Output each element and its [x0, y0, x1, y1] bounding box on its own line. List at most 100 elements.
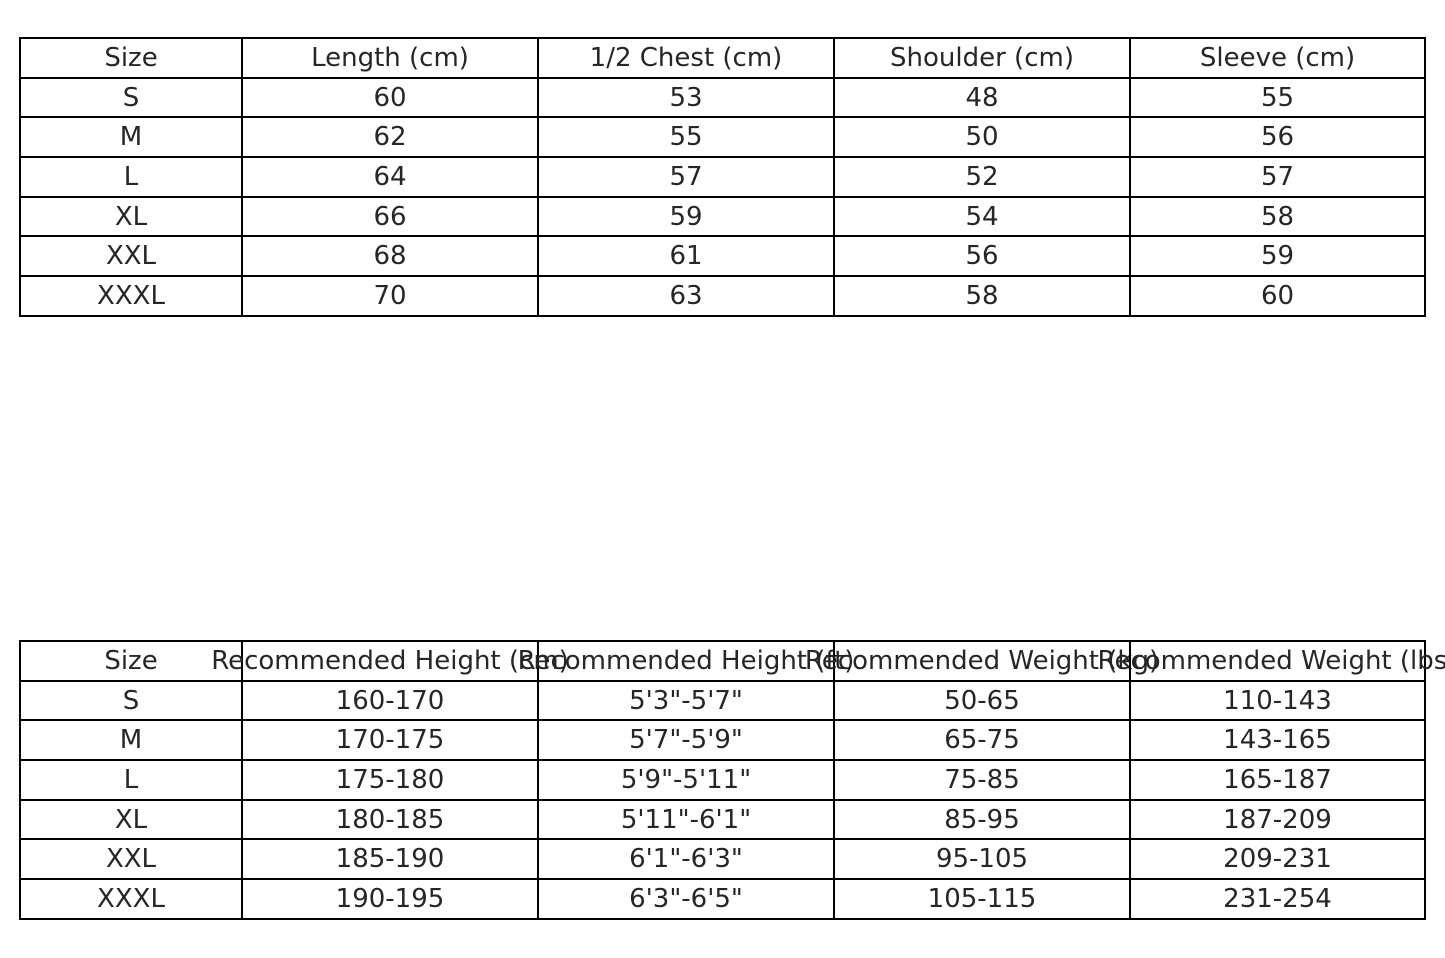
table-cell: 53 — [537, 76, 835, 119]
table-cell: 175-180 — [241, 759, 539, 801]
table-cell: 6'1"-6'3" — [537, 838, 835, 881]
cell-text: 59 — [669, 201, 703, 232]
table-cell: S — [19, 76, 243, 119]
table-cell: 66 — [241, 195, 539, 238]
table-cell: 57 — [1129, 156, 1426, 198]
column-header: Recommended Height (cm) — [211, 640, 569, 682]
cell-text: S — [122, 685, 140, 716]
cell-text: 66 — [373, 201, 407, 232]
cell-text: Recommended Weight (kg) — [804, 645, 1160, 676]
cell-text: 187-209 — [1223, 804, 1332, 835]
cell-text: 56 — [965, 241, 999, 272]
table-cell: 57 — [537, 156, 835, 198]
table-cell: 58 — [1129, 195, 1426, 238]
table-row: XL 180-185 5'11"-6'1" 85-95 187-209 — [19, 798, 1426, 841]
table-cell: 64 — [241, 156, 539, 198]
table-cell: 65-75 — [833, 719, 1131, 762]
cell-text: 57 — [1260, 161, 1295, 192]
cell-text: XL — [114, 804, 148, 835]
cell-text: 61 — [669, 241, 703, 272]
table-cell: 6'3"-6'5" — [537, 878, 835, 920]
table-cell: 59 — [1129, 235, 1426, 278]
cell-text: 5'7"-5'9" — [629, 725, 743, 756]
column-header: Recommended Height (ft) — [518, 640, 854, 682]
table-cell: 55 — [537, 116, 835, 159]
table-cell: 187-209 — [1129, 798, 1426, 841]
cell-text: 170-175 — [335, 725, 445, 756]
cell-text: 5'9"-5'11" — [620, 764, 752, 795]
table-cell: 170-175 — [241, 719, 539, 762]
cell-text: 70 — [373, 280, 407, 311]
table-cell: 68 — [241, 235, 539, 278]
table-cell: XXXL — [19, 275, 243, 317]
cell-text: 110-143 — [1223, 685, 1332, 716]
table-row: M 62 55 50 56 — [19, 116, 1426, 159]
table-cell: 75-85 — [833, 759, 1131, 801]
table-cell: 58 — [833, 275, 1131, 317]
cell-text: XL — [114, 201, 148, 232]
cell-text: 190-195 — [335, 883, 445, 914]
cell-text: Size — [104, 42, 158, 73]
table-cell: XXL — [19, 838, 243, 881]
table-cell: 95-105 — [833, 838, 1131, 881]
table-cell: 5'11"-6'1" — [537, 798, 835, 841]
column-header: Size — [19, 37, 243, 79]
table-row: XL 66 59 54 58 — [19, 195, 1426, 238]
cell-text: 1/2 Chest (cm) — [589, 42, 783, 73]
cell-text: XXXL — [97, 883, 165, 914]
cell-text: 231-254 — [1223, 883, 1332, 914]
cell-text: 62 — [373, 122, 407, 153]
cell-text: Recommended Height (cm) — [211, 645, 569, 676]
cell-text: 6'1"-6'3" — [629, 844, 743, 875]
table-cell: XL — [19, 798, 243, 841]
table-row: XXL 68 61 56 59 — [19, 235, 1426, 278]
cell-text: M — [119, 725, 143, 756]
table-cell: XXXL — [19, 878, 243, 920]
cell-text: 160-170 — [335, 685, 445, 716]
table-cell: XXL — [19, 235, 243, 278]
table-row: S 160-170 5'3"-5'7" 50-65 110-143 — [19, 679, 1426, 722]
table-cell: S — [19, 679, 243, 722]
table-cell: 5'9"-5'11" — [537, 759, 835, 801]
cell-text: 64 — [373, 161, 407, 192]
cell-text: L — [123, 161, 139, 192]
column-header: Size — [19, 640, 243, 682]
table-cell: M — [19, 719, 243, 762]
cell-text: Sleeve (cm) — [1199, 42, 1356, 73]
cell-text: Length (cm) — [311, 42, 469, 73]
table-cell: 63 — [537, 275, 835, 317]
garment-measurements-table: Size Length (cm) 1/2 Chest (cm) Shoulder (c… — [19, 37, 1426, 317]
cell-text: XXXL — [97, 280, 165, 311]
table-cell: L — [19, 759, 243, 801]
table-cell: 143-165 — [1129, 719, 1426, 762]
table-cell: 70 — [241, 275, 539, 317]
table-cell: 54 — [833, 195, 1131, 238]
cell-text: 143-165 — [1223, 725, 1332, 756]
table-cell: 165-187 — [1129, 759, 1426, 801]
table-cell: 85-95 — [833, 798, 1131, 841]
cell-text: 54 — [965, 201, 999, 232]
cell-text: 175-180 — [335, 764, 445, 795]
cell-text: Size — [104, 645, 158, 676]
header-row: Size Length (cm) 1/2 Chest (cm) Shoulder (c… — [19, 37, 1426, 79]
cell-text: 68 — [373, 241, 407, 272]
table-row: XXL 185-190 6'1"-6'3" 95-105 209-231 — [19, 838, 1426, 881]
cell-text: 55 — [669, 122, 703, 153]
table-cell: 60 — [241, 76, 539, 119]
cell-text: 53 — [669, 82, 703, 113]
table-cell: 52 — [833, 156, 1131, 198]
table-cell: 190-195 — [241, 878, 539, 920]
table-row: L 64 57 52 57 — [19, 156, 1426, 198]
cell-text: 75-85 — [944, 764, 1020, 795]
table-cell: 180-185 — [241, 798, 539, 841]
cell-text: Recommended Weight (lbs) — [1097, 645, 1445, 676]
column-header: Shoulder (cm) — [833, 37, 1131, 79]
table-cell: 62 — [241, 116, 539, 159]
cell-text: 58 — [965, 280, 999, 311]
table-cell: 50-65 — [833, 679, 1131, 722]
cell-text: 5'11"-6'1" — [620, 804, 752, 835]
table-cell: 59 — [537, 195, 835, 238]
cell-text: 185-190 — [335, 844, 445, 875]
table-cell: 56 — [1129, 116, 1426, 159]
cell-text: XXL — [105, 241, 157, 272]
